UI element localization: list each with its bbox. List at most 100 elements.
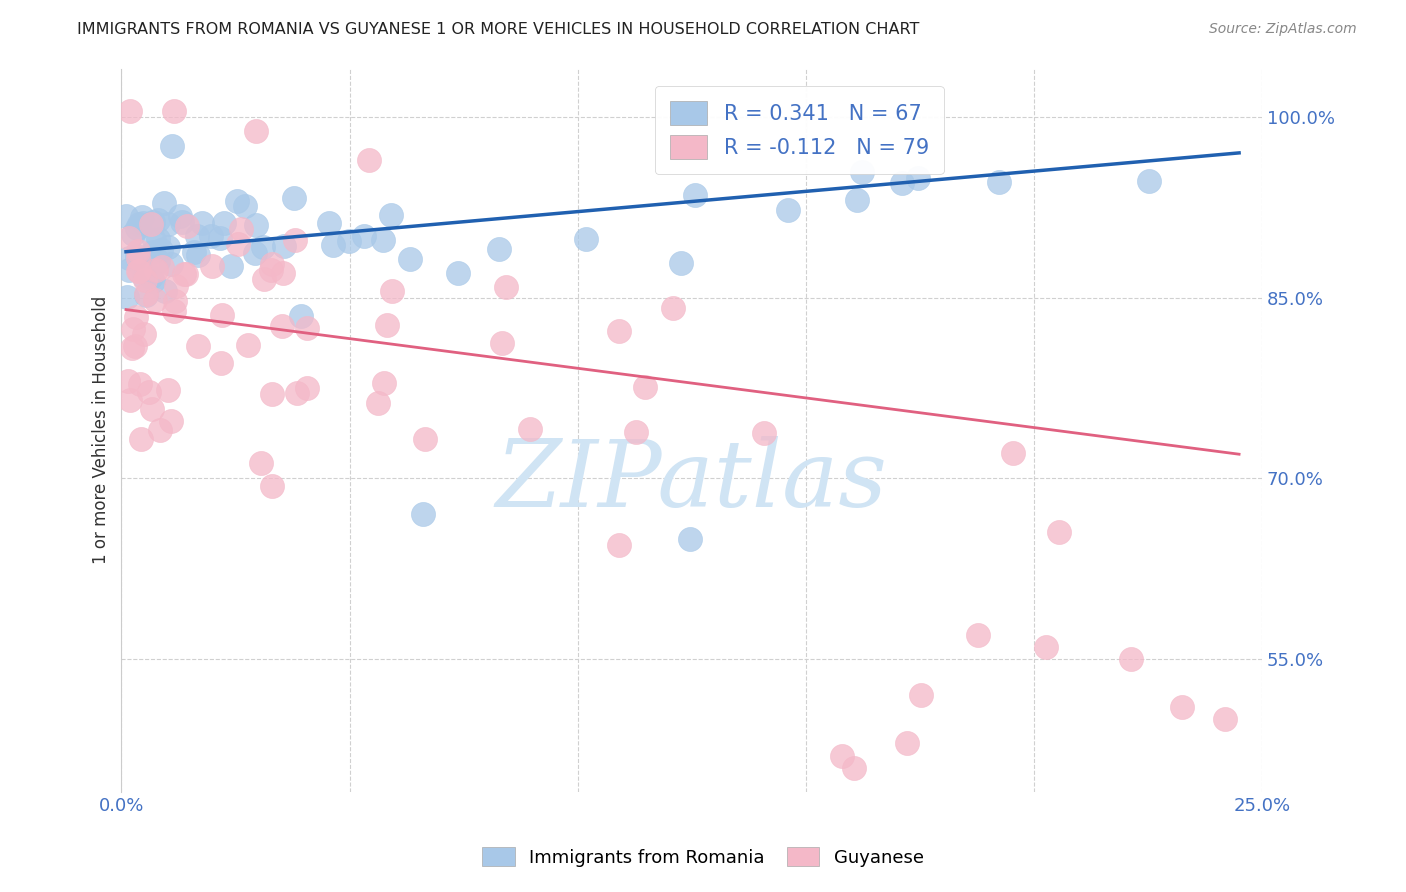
- Point: [132, 327, 155, 342]
- Point: [367, 395, 389, 409]
- Point: [125, 249, 148, 263]
- Point: [190, 216, 212, 230]
- Y-axis label: 1 or more Vehicles in Household: 1 or more Vehicles in Household: [93, 296, 110, 565]
- Point: [373, 376, 395, 390]
- Point: [128, 263, 150, 277]
- Point: [156, 383, 179, 397]
- Point: [139, 270, 162, 285]
- Point: [120, 103, 142, 118]
- Point: [150, 260, 173, 274]
- Point: [243, 246, 266, 260]
- Point: [413, 432, 436, 446]
- Point: [271, 318, 294, 333]
- Point: [142, 244, 165, 259]
- Point: [201, 259, 224, 273]
- Point: [495, 280, 517, 294]
- Point: [163, 103, 186, 118]
- Point: [138, 384, 160, 399]
- Point: [125, 221, 148, 235]
- Point: [211, 308, 233, 322]
- Point: [183, 245, 205, 260]
- Point: [752, 425, 775, 440]
- Point: [117, 374, 139, 388]
- Point: [146, 254, 169, 268]
- Point: [145, 263, 167, 277]
- Point: [127, 252, 149, 266]
- Point: [146, 212, 169, 227]
- Point: [607, 537, 630, 551]
- Point: [160, 413, 183, 427]
- Point: [141, 402, 163, 417]
- Point: [153, 284, 176, 298]
- Point: [187, 247, 209, 261]
- Point: [907, 171, 929, 186]
- Point: [127, 244, 149, 258]
- Point: [967, 628, 990, 642]
- Point: [831, 748, 853, 763]
- Point: [273, 239, 295, 253]
- Point: [134, 272, 156, 286]
- Point: [447, 266, 470, 280]
- Point: [141, 274, 163, 288]
- Point: [236, 338, 259, 352]
- Point: [253, 272, 276, 286]
- Point: [252, 240, 274, 254]
- Point: [285, 386, 308, 401]
- Point: [165, 278, 187, 293]
- Point: [127, 264, 149, 278]
- Point: [662, 301, 685, 315]
- Point: [1035, 640, 1057, 654]
- Point: [260, 263, 283, 277]
- Point: [173, 267, 195, 281]
- Point: [678, 532, 700, 546]
- Point: [118, 263, 141, 277]
- Point: [118, 251, 141, 265]
- Point: [200, 229, 222, 244]
- Point: [176, 219, 198, 234]
- Point: [381, 284, 404, 298]
- Point: [260, 258, 283, 272]
- Point: [1137, 174, 1160, 188]
- Point: [491, 335, 513, 350]
- Point: [128, 217, 150, 231]
- Point: [260, 386, 283, 401]
- Text: ZIPatlas: ZIPatlas: [496, 435, 887, 525]
- Point: [229, 221, 252, 235]
- Point: [149, 423, 172, 437]
- Point: [146, 232, 169, 246]
- Point: [157, 217, 180, 231]
- Point: [160, 257, 183, 271]
- Point: [225, 194, 247, 208]
- Point: [186, 229, 208, 244]
- Point: [683, 187, 706, 202]
- Point: [176, 267, 198, 281]
- Point: [260, 479, 283, 493]
- Point: [988, 175, 1011, 189]
- Point: [357, 153, 380, 168]
- Point: [283, 233, 305, 247]
- Point: [153, 196, 176, 211]
- Point: [142, 215, 165, 229]
- Point: [212, 216, 235, 230]
- Point: [283, 191, 305, 205]
- Point: [163, 304, 186, 318]
- Point: [1171, 700, 1194, 714]
- Point: [1121, 652, 1143, 666]
- Point: [290, 309, 312, 323]
- Point: [121, 322, 143, 336]
- Point: [575, 232, 598, 246]
- Point: [208, 231, 231, 245]
- Point: [165, 294, 187, 309]
- Point: [245, 218, 267, 232]
- Point: [131, 210, 153, 224]
- Point: [121, 341, 143, 355]
- Point: [851, 165, 873, 179]
- Point: [910, 688, 932, 702]
- Point: [353, 228, 375, 243]
- Point: [172, 214, 194, 228]
- Point: [842, 761, 865, 775]
- Point: [120, 393, 142, 408]
- Point: [337, 234, 360, 248]
- Point: [125, 310, 148, 324]
- Point: [118, 231, 141, 245]
